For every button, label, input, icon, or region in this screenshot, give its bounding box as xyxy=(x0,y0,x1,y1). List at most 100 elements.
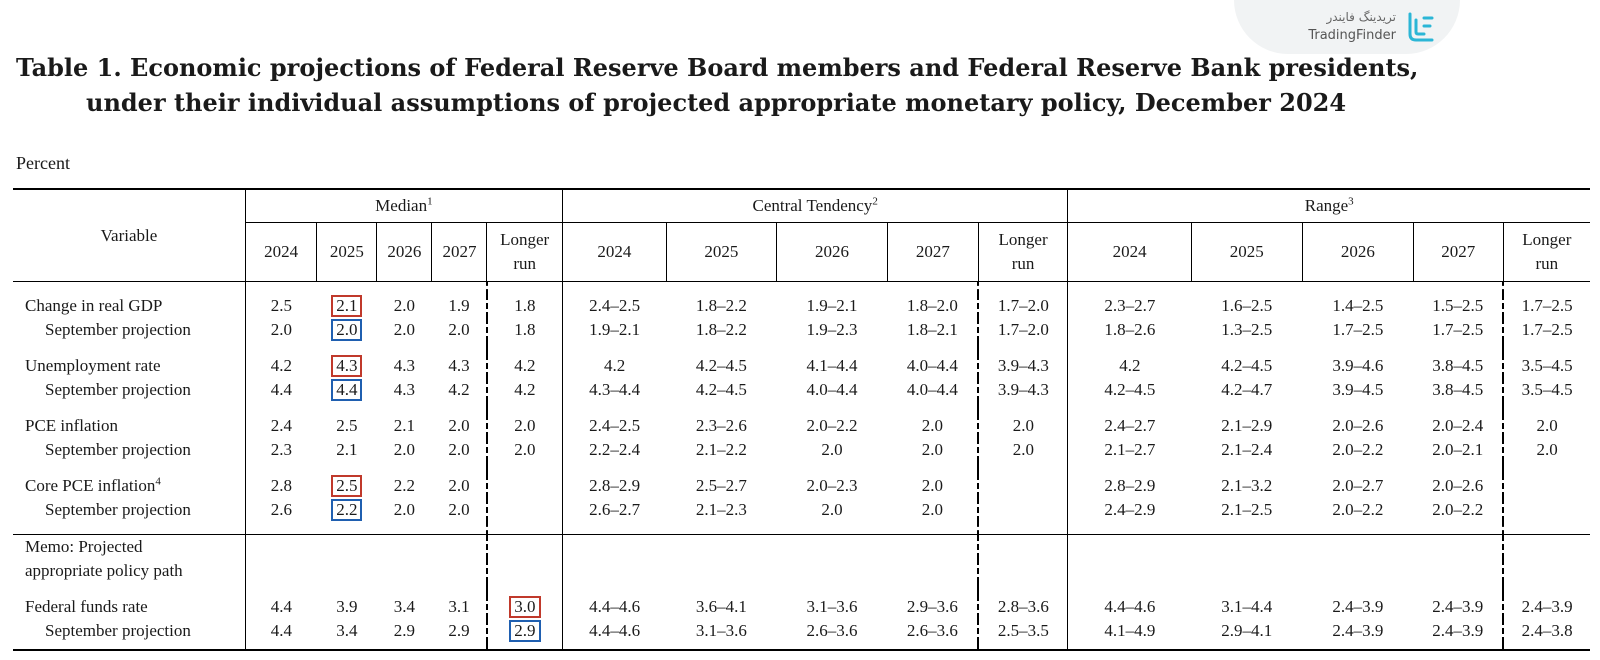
cell-value: 2.0 xyxy=(1536,440,1558,459)
row-label-text: PCE inflation xyxy=(25,416,119,435)
cell-value: 2.0 xyxy=(1012,440,1034,459)
cell-value: 2.8–3.6 xyxy=(997,597,1049,616)
title-line-1: Table 1. Economic projections of Federal… xyxy=(16,53,1419,82)
empty-cell xyxy=(244,522,317,535)
cell-value: 2.1–2.7 xyxy=(1104,440,1156,459)
cell-value: 2.0–2.6 xyxy=(1332,416,1384,435)
table-cell: 4.2 xyxy=(561,354,667,378)
empty-cell xyxy=(1502,583,1590,595)
cell-value: 2.8–2.9 xyxy=(589,476,641,495)
table-cell: 2.0 xyxy=(888,438,979,462)
table-cell: 1.9–2.1 xyxy=(776,294,887,318)
cell-value: 4.4 xyxy=(270,380,292,399)
cell-value: 2.0–2.7 xyxy=(1332,476,1384,495)
empty-cell xyxy=(1067,534,1192,559)
table-cell: 2.0 xyxy=(432,438,487,462)
table-cell: 2.0 xyxy=(377,294,432,318)
cell-value: 3.4 xyxy=(393,597,416,616)
empty-cell xyxy=(432,342,487,354)
empty-cell xyxy=(317,643,377,650)
table-cell: 2.0–2.3 xyxy=(776,474,887,498)
cell-value: 1.9 xyxy=(448,296,470,315)
empty-cell xyxy=(1191,583,1302,595)
empty-cell xyxy=(776,583,887,595)
table-cell: 2.3–2.7 xyxy=(1067,294,1192,318)
table-row-core: Core PCE inflation4 2.8 2.5 2.2 2.0 2.8–2.9 2.… xyxy=(13,474,1590,498)
empty-cell xyxy=(776,534,888,559)
table-cell: 2.0–2.7 xyxy=(1302,474,1413,498)
empty-cell xyxy=(561,462,667,474)
cell-value: 1.9–2.3 xyxy=(806,320,858,339)
table-cell: 2.0–2.2 xyxy=(1302,498,1413,522)
cell-value: 3.1–4.4 xyxy=(1221,597,1273,616)
empty-cell xyxy=(485,583,563,595)
cell-value: 2.4–3.9 xyxy=(1521,597,1573,616)
empty-cell xyxy=(977,559,1068,583)
empty-cell xyxy=(317,559,377,583)
projections-table: Variable Median1 Central Tendency2 Range… xyxy=(13,188,1590,651)
row-label-text: Change in real GDP xyxy=(25,296,163,315)
table-cell: 4.4 xyxy=(317,378,377,402)
empty-cell xyxy=(1502,643,1590,650)
cell-value: 2.2–2.4 xyxy=(589,440,641,459)
spacer-row xyxy=(13,402,1590,414)
empty-cell xyxy=(888,342,979,354)
cell-value: 4.4–4.6 xyxy=(1104,597,1156,616)
empty-cell xyxy=(432,462,487,474)
row-label: September projection xyxy=(13,318,245,342)
cell-value: 2.4–3.9 xyxy=(1432,597,1484,616)
central-year-2025: 2025 xyxy=(665,222,777,282)
range-header: Range3 xyxy=(1067,189,1590,223)
empty-cell xyxy=(888,462,979,474)
empty-cell xyxy=(1191,402,1302,414)
cell-value: 2.1–2.3 xyxy=(695,500,747,519)
cell-value: 2.5 xyxy=(336,416,358,435)
empty-cell xyxy=(1502,534,1590,559)
empty-cell xyxy=(1302,643,1413,650)
empty-cell xyxy=(1502,462,1590,474)
table-cell: 2.0–2.1 xyxy=(1413,438,1503,462)
row-footnote: 4 xyxy=(155,475,161,488)
row-label-text: Unemployment rate xyxy=(25,356,161,375)
table-cell: 3.1–4.4 xyxy=(1191,595,1302,619)
row-label-text: Core PCE inflation xyxy=(25,476,156,495)
empty-cell xyxy=(377,342,432,354)
cell-value: 2.3–2.6 xyxy=(695,416,747,435)
table-cell: 1.8 xyxy=(485,294,563,318)
table-cell: 4.2–4.7 xyxy=(1191,378,1302,402)
empty-cell xyxy=(1191,342,1302,354)
row-label-text: September projection xyxy=(45,500,191,519)
table-cell: 2.4–2.9 xyxy=(1067,498,1192,522)
row-label: September projection xyxy=(13,378,245,402)
cell-value: 1.3–2.5 xyxy=(1221,320,1273,339)
empty-cell xyxy=(432,583,487,595)
table-cell: 4.2 xyxy=(244,354,317,378)
table-cell: 2.4–2.7 xyxy=(1067,414,1192,438)
table-cell: 2.0 xyxy=(1502,414,1590,438)
empty-cell xyxy=(977,522,1068,535)
empty-cell xyxy=(1413,534,1504,559)
table-cell: 3.4 xyxy=(317,619,377,643)
empty-cell xyxy=(666,522,776,535)
table-cell: 3.0 xyxy=(485,595,563,619)
table-cell: 1.8–2.0 xyxy=(888,294,979,318)
table-cell: 3.8–4.5 xyxy=(1413,354,1503,378)
cell-value: 4.3 xyxy=(448,356,470,375)
cell-value: 2.9 xyxy=(448,621,470,640)
table-cell: 2.2 xyxy=(317,498,377,522)
table-cell: 4.0–4.4 xyxy=(776,378,887,402)
table-cell: 4.2–4.5 xyxy=(1067,378,1192,402)
table-cell: 2.4–2.5 xyxy=(561,414,667,438)
empty-cell xyxy=(977,583,1068,595)
cell-value: 2.2 xyxy=(393,476,416,495)
cell-value: 2.4–2.7 xyxy=(1104,416,1156,435)
median-header-label: Median xyxy=(375,196,428,215)
table-cell: 4.3 xyxy=(377,354,432,378)
row-label: Federal funds rate xyxy=(13,595,245,619)
empty-cell xyxy=(888,583,979,595)
table-cell: 3.9–4.3 xyxy=(977,354,1068,378)
cell-value: 2.0 xyxy=(921,416,943,435)
table-cell: 2.5–2.7 xyxy=(666,474,776,498)
cell-value: 4.2–4.5 xyxy=(695,356,747,375)
table-cell: 4.3 xyxy=(317,354,377,378)
